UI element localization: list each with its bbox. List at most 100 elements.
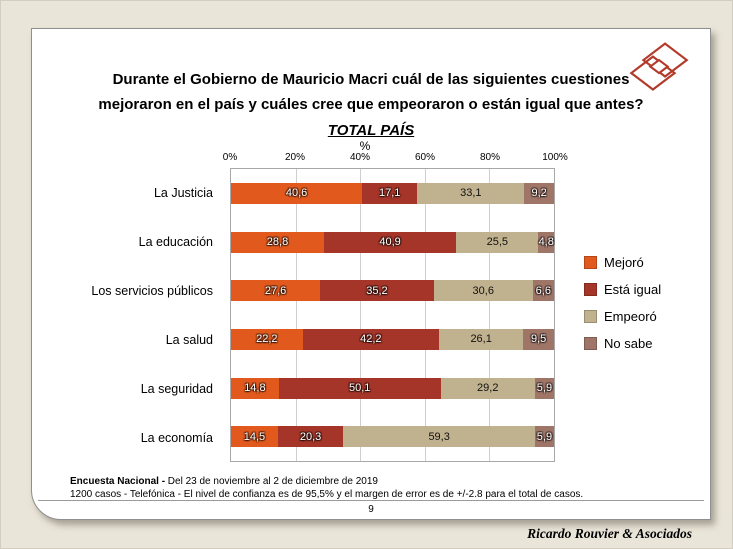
value-label: 40,6 (285, 187, 308, 200)
x-axis-tick: 0% (222, 152, 238, 163)
bar-segment: 9,5 (523, 328, 554, 350)
bar-segment: 42,2 (302, 328, 439, 350)
value-label: 28,8 (266, 236, 289, 248)
value-label: 30,6 (472, 284, 494, 297)
legend-item: Mejoró (584, 255, 661, 270)
stacked-bar: 40,6 17,1 33,1 9,2 (231, 182, 554, 204)
legend-label: Está igual (604, 282, 662, 297)
bar-row: 28,8 40,9 25,5 4,8 (231, 218, 554, 267)
bar-segment: 40,9 (324, 231, 457, 253)
x-axis-tick: 20% (284, 152, 306, 163)
bar-segment: 29,2 (440, 377, 535, 399)
bar-segment: 33,1 (417, 182, 525, 204)
gridline (295, 169, 297, 461)
chart-title: Durante el Gobierno de Mauricio Macri cu… (68, 67, 674, 117)
legend-label: No sabe (604, 336, 653, 351)
bar-segment: 28,8 (231, 231, 325, 253)
value-label: 27,6 (264, 284, 287, 297)
value-label: 5,9 (536, 382, 553, 395)
x-axis-tick: 40% (349, 152, 371, 163)
bar-segment: 35,2 (320, 280, 434, 302)
value-label: 29,2 (477, 382, 499, 395)
stacked-bar: 14,8 50,1 29,2 5,9 (231, 377, 554, 399)
bar-segment: 6,6 (532, 280, 554, 302)
stacked-bar: 14,5 20,3 59,3 5,9 (231, 426, 554, 448)
source-note: Encuesta Nacional - Del 23 de noviembre … (70, 475, 690, 501)
bar-segment: 5,9 (534, 426, 554, 448)
value-label: 40,9 (379, 236, 401, 248)
legend-swatch (584, 256, 597, 269)
bar-segment: 14,5 (231, 426, 278, 448)
legend-item: Empeoró (584, 309, 661, 324)
source-note-bold: Encuesta Nacional - (70, 476, 166, 487)
category-label: La economía (140, 430, 213, 445)
slide: Durante el Gobierno de Mauricio Macri cu… (31, 28, 711, 520)
source-note-line1: Encuesta Nacional - Del 23 de noviembre … (70, 475, 690, 488)
gridline (424, 169, 426, 461)
stacked-bar: 28,8 40,9 25,5 4,8 (231, 231, 554, 253)
bar-segment: 50,1 (278, 377, 441, 399)
value-label: 5,9 (536, 430, 553, 443)
bar-segment: 20,3 (277, 426, 344, 448)
x-axis-tick: 80% (479, 152, 501, 163)
source-note-line2: 1200 casos - Telefónica - El nivel de co… (70, 489, 584, 500)
legend-label: Mejoró (604, 255, 644, 270)
category-label: Los servicios públicos (91, 283, 213, 298)
stacked-bar: 22,2 42,2 26,1 9,5 (231, 328, 554, 350)
value-label: 59,3 (428, 430, 450, 443)
bar-segment: 25,5 (456, 231, 539, 253)
bar-row: 27,6 35,2 30,6 6,6 (231, 266, 554, 315)
bar-row: 14,8 50,1 29,2 5,9 (231, 364, 554, 413)
value-label: 4,8 (538, 236, 554, 248)
value-label: 14,8 (244, 382, 266, 395)
gridline (360, 169, 362, 461)
x-axis-tick: 60% (414, 152, 436, 163)
source-note-date: Del 23 de noviembre al 2 de diciembre de… (165, 476, 378, 487)
bar-segment: 27,6 (231, 280, 321, 302)
value-label: 35,2 (366, 284, 388, 297)
bar-row: 40,6 17,1 33,1 9,2 (231, 169, 554, 218)
bar-segment: 22,2 (231, 328, 303, 350)
bar-segment: 40,6 (231, 182, 363, 204)
bar-row: 14,5 20,3 59,3 5,9 (231, 412, 554, 461)
bar-segment: 17,1 (362, 182, 418, 204)
value-label: 22,2 (256, 333, 278, 346)
page-number: 9 (368, 504, 374, 515)
value-label: 9,5 (530, 333, 547, 346)
chart-plot-area: 40,6 17,1 33,1 9,2 28,8 40,9 25,5 4,8 27,6 35,2 30… (230, 168, 555, 462)
bar-segment: 4,8 (538, 231, 554, 253)
bar-row: 22,2 42,2 26,1 9,5 (231, 315, 554, 364)
value-label: 33,1 (460, 187, 482, 200)
value-label: 25,5 (486, 236, 508, 248)
chart-title-line1: Durante el Gobierno de Mauricio Macri cu… (112, 71, 630, 88)
gridline (489, 169, 491, 461)
value-label: 42,2 (360, 333, 382, 346)
chart-subtitle: TOTAL PAÍS (327, 122, 415, 139)
value-label: 20,3 (299, 430, 322, 443)
value-label: 9,2 (531, 187, 547, 200)
category-label: La Justicia (153, 185, 213, 200)
value-label: 14,5 (243, 430, 266, 443)
value-label: 17,1 (379, 187, 401, 200)
x-axis: 0% 20% 40% 60% 80% 100% (223, 152, 568, 165)
slide-footer-divider (38, 500, 704, 501)
chart-legend: Mejoró Está igual Empeoró No sabe (584, 255, 661, 363)
value-label: 6,6 (535, 284, 551, 297)
category-label: La educación (138, 234, 213, 249)
bar-segment: 59,3 (343, 426, 535, 448)
legend-item: Está igual (584, 282, 661, 297)
legend-swatch (584, 337, 597, 350)
value-label: 26,1 (470, 333, 492, 346)
category-label: La seguridad (140, 381, 213, 396)
legend-label: Empeoró (604, 309, 657, 324)
x-axis-tick: 100% (542, 152, 568, 163)
chart-title-line2: mejoraron en el país y cuáles cree que e… (98, 96, 644, 113)
bar-segment: 26,1 (439, 328, 524, 350)
bar-segment: 30,6 (433, 280, 533, 302)
bar-segment: 5,9 (534, 377, 554, 399)
rouvier-diamond-logo-icon (629, 42, 689, 91)
value-label: 50,1 (348, 382, 371, 395)
legend-swatch (584, 283, 597, 296)
company-name: Ricardo Rouvier & Asociados (527, 526, 692, 541)
